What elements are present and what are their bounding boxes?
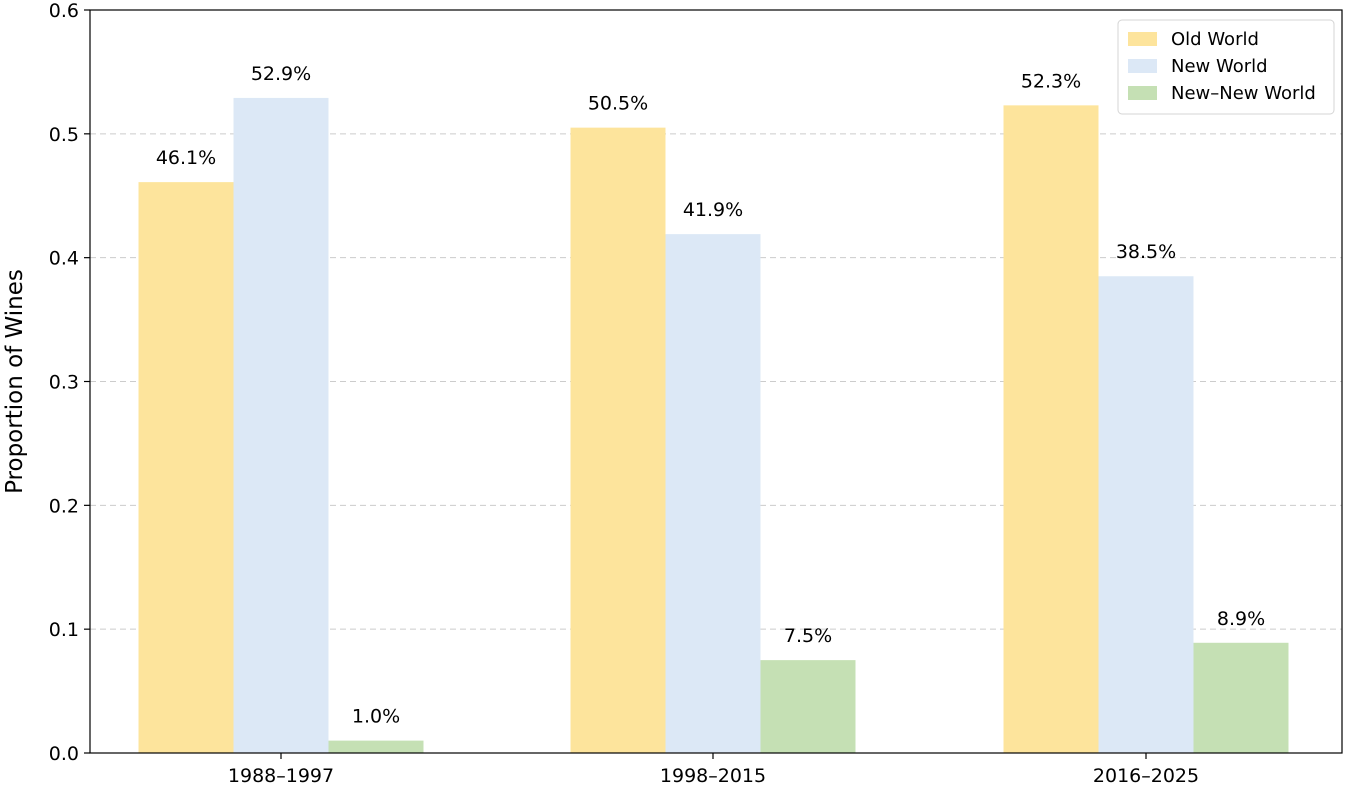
x-axis: 1988–1997 1998–2015 2016–2025 bbox=[228, 753, 1199, 787]
legend-entry: New–New World bbox=[1171, 83, 1316, 104]
y-tick-label: 0.4 bbox=[49, 248, 79, 270]
data-label: 41.9% bbox=[683, 199, 743, 221]
y-tick-label: 0.3 bbox=[49, 372, 79, 394]
x-tick-label: 1988–1997 bbox=[228, 765, 334, 787]
bar bbox=[1003, 105, 1099, 753]
legend-entry: Old World bbox=[1171, 29, 1259, 50]
data-label: 46.1% bbox=[156, 147, 216, 169]
bar bbox=[328, 740, 424, 753]
data-label: 38.5% bbox=[1116, 241, 1176, 263]
bar bbox=[760, 660, 856, 753]
legend-entry: New World bbox=[1171, 56, 1268, 77]
y-tick-label: 0.1 bbox=[49, 619, 79, 641]
x-tick-label: 1998–2015 bbox=[660, 765, 766, 787]
bar bbox=[570, 127, 666, 754]
data-label: 52.9% bbox=[251, 63, 311, 85]
y-tick-label: 0.5 bbox=[49, 124, 79, 146]
legend: Old World New World New–New World bbox=[1117, 19, 1335, 115]
bar bbox=[665, 234, 761, 754]
data-label: 8.9% bbox=[1217, 608, 1265, 630]
data-label: 52.3% bbox=[1021, 70, 1081, 92]
bar bbox=[1193, 642, 1289, 753]
data-labels-group: 46.1% 52.9% 1.0% 50.5% 41.9% 7.5% 52.3% 38.5% 8.… bbox=[156, 63, 1265, 728]
legend-swatch bbox=[1128, 32, 1157, 46]
legend-box bbox=[1117, 19, 1335, 115]
data-label: 50.5% bbox=[588, 93, 648, 115]
data-label: 7.5% bbox=[784, 625, 832, 647]
data-label: 1.0% bbox=[352, 706, 400, 728]
legend-swatch bbox=[1128, 59, 1157, 73]
y-tick-label: 0.6 bbox=[49, 0, 79, 22]
y-axis-title: Proportion of Wines bbox=[2, 269, 28, 494]
bar bbox=[138, 182, 234, 754]
y-tick-label: 0.2 bbox=[49, 495, 79, 517]
bar bbox=[233, 97, 329, 753]
y-axis: 0.0 0.1 0.2 0.3 0.4 0.5 0.6 bbox=[49, 0, 90, 765]
bars-group bbox=[138, 97, 1289, 754]
x-tick-label: 2016–2025 bbox=[1093, 765, 1199, 787]
bar bbox=[1098, 276, 1194, 753]
legend-swatch bbox=[1128, 86, 1157, 100]
y-tick-label: 0.0 bbox=[49, 743, 79, 765]
